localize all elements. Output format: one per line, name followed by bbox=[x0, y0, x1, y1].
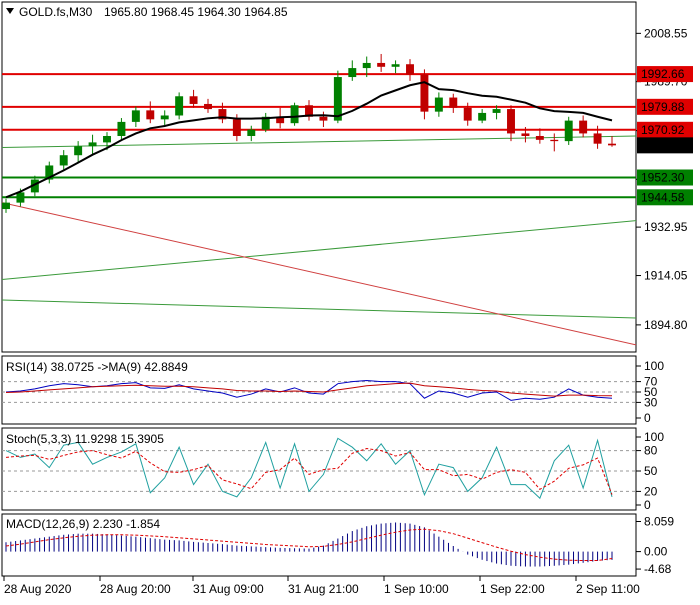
trendline-green-top[interactable] bbox=[1, 135, 637, 149]
price-tick-label: 2008.55 bbox=[644, 26, 688, 40]
indicator-tick-label: 30 bbox=[644, 395, 658, 409]
rsi-line bbox=[5, 380, 613, 401]
time-tick-label: 28 Aug 2020 bbox=[4, 582, 72, 596]
rsi-panel[interactable] bbox=[1, 355, 637, 425]
candle bbox=[146, 101, 155, 124]
macd-tick-label: 8.059 bbox=[644, 515, 674, 529]
candle bbox=[348, 60, 357, 81]
level-price-label: 1970.92 bbox=[641, 123, 685, 137]
candle bbox=[74, 141, 83, 163]
stochastic-panel[interactable] bbox=[1, 427, 637, 511]
indicator-tick-label: 100 bbox=[644, 359, 664, 373]
candle bbox=[88, 134, 97, 154]
candle bbox=[290, 102, 299, 126]
candle bbox=[30, 175, 39, 197]
indicator-tick-label: 100 bbox=[644, 430, 664, 444]
level-price-tag bbox=[637, 66, 693, 83]
candle bbox=[550, 133, 559, 152]
candle bbox=[492, 105, 501, 120]
candle bbox=[131, 106, 140, 128]
indicator-tick-label: 50 bbox=[644, 385, 658, 399]
candle bbox=[175, 92, 184, 120]
price-tick-label: 1894.80 bbox=[644, 318, 688, 332]
candle bbox=[333, 70, 342, 124]
level-price-label: 1944.58 bbox=[641, 190, 685, 204]
level-price-label: 1979.88 bbox=[641, 100, 685, 114]
trendline-green-upper[interactable] bbox=[1, 220, 637, 281]
candle bbox=[247, 125, 256, 142]
candle bbox=[564, 116, 573, 145]
candle bbox=[507, 105, 515, 142]
stochastic-label: Stoch(5,3,3) 11.9298 15.3905 bbox=[6, 432, 164, 446]
moving-average-line bbox=[5, 81, 613, 199]
time-tick-label: 2 Sep 11:00 bbox=[576, 582, 640, 596]
candle bbox=[535, 128, 544, 144]
trendline-green-lower[interactable] bbox=[1, 299, 637, 319]
candle bbox=[521, 127, 530, 143]
trendline-red[interactable] bbox=[1, 202, 637, 346]
current-price-label: 1964.85 bbox=[641, 138, 685, 152]
candle bbox=[160, 110, 169, 126]
macd-label: MACD(12,26,9) 2.230 -1.854 bbox=[6, 517, 160, 531]
candle bbox=[377, 53, 386, 72]
candle bbox=[189, 89, 198, 108]
indicator-tick-label: 20 bbox=[644, 484, 658, 498]
candle bbox=[305, 100, 313, 121]
candle bbox=[449, 93, 458, 113]
level-price-tag bbox=[637, 169, 693, 186]
indicator-tick-label: 0 bbox=[644, 411, 651, 425]
time-tick-label: 28 Aug 20:00 bbox=[100, 582, 171, 596]
candle bbox=[593, 125, 602, 149]
stochastic-main-line bbox=[5, 437, 613, 500]
time-tick-label: 31 Aug 09:00 bbox=[193, 582, 264, 596]
candle bbox=[434, 92, 443, 117]
candle bbox=[319, 111, 328, 128]
rsi-label: RSI(14) 38.0725 ->MA(9) 42.8849 bbox=[6, 360, 188, 374]
candle bbox=[117, 118, 126, 140]
candle bbox=[608, 135, 616, 147]
indicator-tick-label: 70 bbox=[644, 375, 658, 389]
candle bbox=[420, 69, 429, 120]
candle bbox=[362, 56, 371, 78]
candle bbox=[218, 102, 227, 124]
level-price-label: 1952.30 bbox=[641, 171, 685, 185]
indicator-tick-label: 80 bbox=[644, 444, 658, 458]
level-price-tag bbox=[637, 121, 693, 138]
candle bbox=[463, 102, 472, 126]
candle bbox=[204, 98, 212, 113]
time-tick-label: 1 Sep 22:00 bbox=[480, 582, 545, 596]
level-price-label: 1992.66 bbox=[641, 67, 685, 81]
indicator-tick-label: 50 bbox=[644, 464, 658, 478]
candle bbox=[478, 109, 487, 124]
time-tick-label: 1 Sep 10:00 bbox=[384, 582, 449, 596]
level-price-tag bbox=[637, 98, 693, 115]
dropdown-triangle-icon[interactable] bbox=[6, 8, 14, 14]
macd-tick-label: 0.00 bbox=[644, 545, 668, 559]
macd-signal-line bbox=[5, 528, 613, 562]
indicator-tick-label: 0 bbox=[644, 498, 651, 512]
stochastic-signal-line bbox=[5, 448, 613, 495]
level-price-tag bbox=[637, 189, 693, 206]
symbol-timeframe: GOLD.fs,M30 bbox=[19, 5, 93, 19]
price-tick-label: 1932.95 bbox=[644, 220, 688, 234]
macd-tick-label: -4.68 bbox=[644, 562, 672, 576]
rsi-ma-line bbox=[5, 382, 613, 397]
candle bbox=[406, 59, 414, 81]
candle bbox=[579, 115, 588, 138]
candle bbox=[59, 150, 68, 171]
candle bbox=[261, 112, 270, 133]
candle bbox=[2, 198, 10, 213]
price-tick-label: 1914.05 bbox=[644, 269, 688, 283]
candle bbox=[45, 161, 54, 184]
time-tick-label: 31 Aug 21:00 bbox=[288, 582, 359, 596]
candle bbox=[391, 60, 400, 74]
current-price-tag bbox=[637, 137, 693, 154]
ohlc-readout: 1965.80 1968.45 1964.30 1964.85 bbox=[104, 5, 288, 19]
